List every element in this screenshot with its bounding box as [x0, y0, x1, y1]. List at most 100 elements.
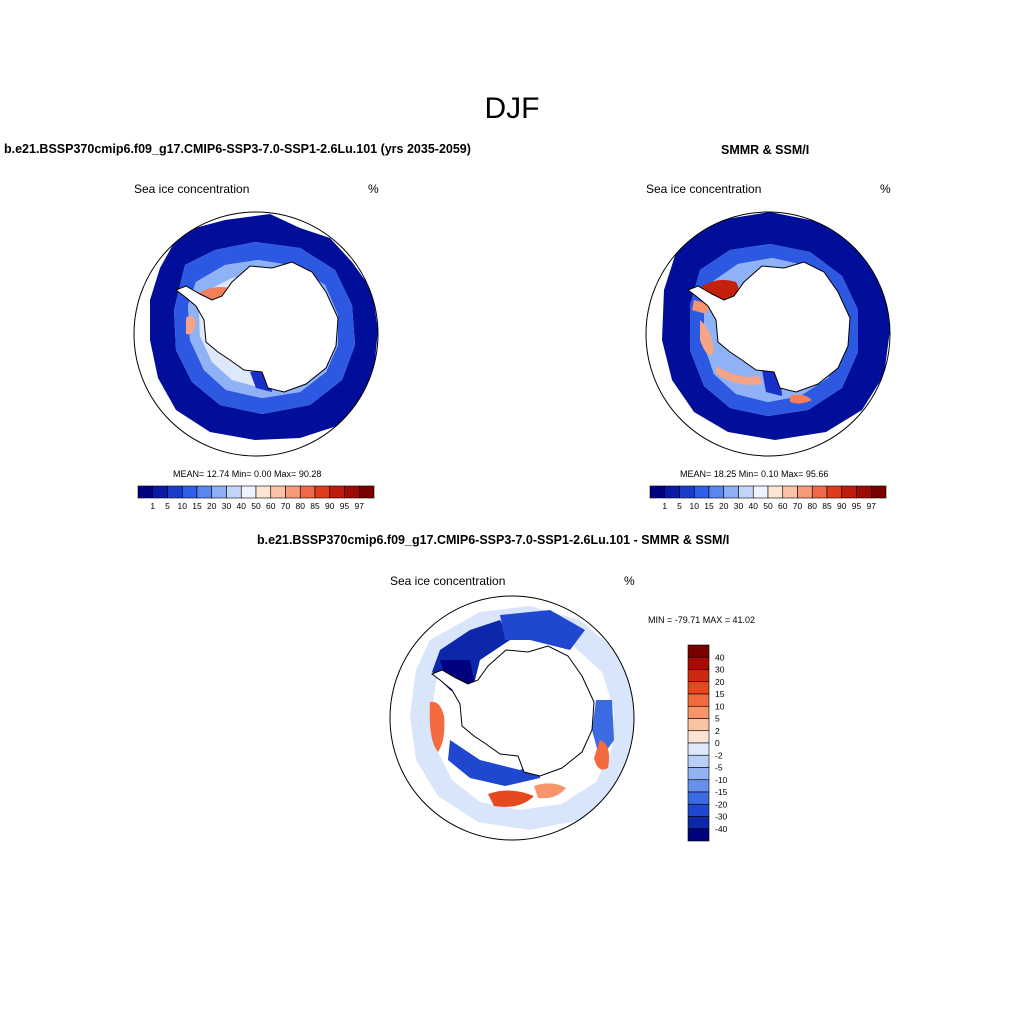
colorbar-tick-label: 2 — [715, 726, 720, 736]
map-1 — [134, 212, 378, 456]
colorbar-swatch — [723, 485, 739, 499]
colorbar-tick-label: 85 — [310, 501, 320, 511]
colorbar-swatch — [687, 816, 710, 830]
colorbar-swatch — [270, 485, 286, 499]
colorbar-tick-label: 15 — [704, 501, 714, 511]
colorbar-swatch — [687, 767, 710, 781]
panel-2-stats: MEAN= 18.25 Min= 0.10 Max= 95.66 — [680, 469, 829, 479]
colorbar-swatch — [211, 485, 227, 499]
colorbar-tick-label: 20 — [207, 501, 217, 511]
colorbar-tick-label: 60 — [266, 501, 276, 511]
colorbar-tick-label: 20 — [719, 501, 729, 511]
colorbar-swatch — [226, 485, 242, 499]
colorbar-swatch — [240, 485, 257, 499]
map-3 — [390, 596, 634, 840]
colorbar-swatch — [687, 791, 710, 805]
colorbar-2: 1 5 10 15 20 30 40 50 60 70 80 85 90 95 97 — [649, 485, 887, 511]
map-2-amundsen-orange — [716, 366, 762, 385]
colorbar-tick-label: -2 — [715, 750, 723, 760]
map-3-peninsula-red — [429, 701, 445, 752]
colorbar-tick-label: 15 — [715, 689, 725, 699]
panel-1-title: b.e21.BSSP370cmip6.f09_g17.CMIP6-SSP3-7.… — [4, 142, 471, 156]
colorbar-tick-label: -5 — [715, 763, 723, 773]
colorbar-swatch — [329, 485, 345, 499]
map-3-antarctica — [430, 645, 595, 777]
colorbar-tick-label: 1 — [150, 501, 155, 511]
panel-1-variable-label: Sea ice concentration — [134, 182, 250, 196]
colorbar-tick-label: 1 — [662, 501, 667, 511]
colorbar-tick-label: -40 — [715, 824, 728, 834]
colorbar-tick-label: 50 — [763, 501, 773, 511]
map-3-outline — [389, 595, 635, 841]
colorbar-swatch — [687, 742, 710, 756]
colorbar-swatch — [738, 485, 754, 499]
panel-2-units: % — [880, 182, 891, 196]
colorbar-swatch — [687, 754, 710, 768]
colorbar-tick-label: 70 — [793, 501, 803, 511]
colorbar-tick-label: -15 — [715, 787, 728, 797]
colorbar-tick-label: 15 — [192, 501, 202, 511]
colorbar-tick-label: 30 — [734, 501, 744, 511]
colorbar-swatch — [344, 485, 360, 499]
map-2-ross-orange — [790, 394, 812, 404]
colorbar-tick-label: -10 — [715, 775, 728, 785]
colorbar-tick-label: 60 — [778, 501, 788, 511]
colorbar-tick-label: 80 — [808, 501, 818, 511]
panel-1-stats: MEAN= 12.74 Min= 0.00 Max= 90.28 — [173, 469, 322, 479]
colorbar-swatch — [767, 485, 784, 499]
colorbar-tick-label: -20 — [715, 799, 728, 809]
panel-3-title: b.e21.BSSP370cmip6.f09_g17.CMIP6-SSP3-7.… — [257, 533, 730, 547]
colorbar-swatch — [181, 485, 198, 499]
map-3-north-blue — [500, 610, 585, 650]
colorbar-tick-label: 90 — [837, 501, 847, 511]
map-1-peninsula-red — [186, 315, 196, 335]
colorbar-swatch — [687, 669, 710, 683]
colorbar-swatch — [664, 485, 680, 499]
colorbar-tick-label: 5 — [165, 501, 170, 511]
colorbar-tick-label: 85 — [822, 501, 832, 511]
colorbar-tick-label: 40 — [715, 652, 725, 662]
colorbar-tick-label: 97 — [867, 501, 877, 511]
panel-3-units: % — [624, 574, 635, 588]
colorbar-swatch — [870, 485, 887, 499]
colorbar-tick-label: 5 — [715, 714, 720, 724]
colorbar-tick-label: 40 — [237, 501, 247, 511]
colorbar-swatch — [196, 485, 213, 499]
colorbar-tick-label: 95 — [340, 501, 350, 511]
colorbar-1: 1 5 10 15 20 30 40 50 60 70 80 85 90 95 97 — [137, 485, 375, 511]
map-3-east-red — [594, 740, 609, 770]
map-2-outline — [645, 211, 891, 457]
map-3-ross-pink — [534, 783, 566, 799]
map-2-ice-edge-band — [662, 212, 890, 440]
panel-2-variable-label: Sea ice concentration — [646, 182, 762, 196]
colorbar-swatch — [255, 485, 272, 499]
colorbar-tick-label: 70 — [281, 501, 291, 511]
colorbar-swatch — [167, 485, 183, 499]
colorbar-tick-label: 40 — [749, 501, 759, 511]
panel-1-units: % — [368, 182, 379, 196]
colorbar-swatch — [826, 485, 843, 499]
colorbar-swatch — [782, 485, 798, 499]
colorbar-swatch — [752, 485, 769, 499]
colorbar-tick-label: 97 — [355, 501, 365, 511]
panel-3-variable-label: Sea ice concentration — [390, 574, 506, 588]
map-1-antarctica — [174, 261, 339, 393]
colorbar-tick-label: 10 — [690, 501, 700, 511]
colorbar-swatch — [299, 485, 316, 499]
colorbar-swatch — [687, 681, 710, 695]
colorbar-tick-label: 50 — [251, 501, 261, 511]
colorbar-tick-label: 95 — [852, 501, 862, 511]
map-3-ross-red — [488, 790, 534, 807]
map-1-outline — [133, 211, 379, 457]
colorbar-swatch — [314, 485, 331, 499]
colorbar-swatch — [137, 485, 154, 499]
colorbar-tick-label: 5 — [677, 501, 682, 511]
main-title: DJF — [484, 92, 540, 125]
panel-3-minmax: MIN = -79.71 MAX = 41.02 — [648, 615, 756, 625]
colorbar-tick-label: 30 — [715, 665, 725, 675]
colorbar-swatch — [687, 828, 710, 842]
colorbar-tick-label: 0 — [715, 738, 720, 748]
colorbar-swatch — [687, 718, 710, 732]
map-2-peninsula-orange — [700, 320, 714, 356]
